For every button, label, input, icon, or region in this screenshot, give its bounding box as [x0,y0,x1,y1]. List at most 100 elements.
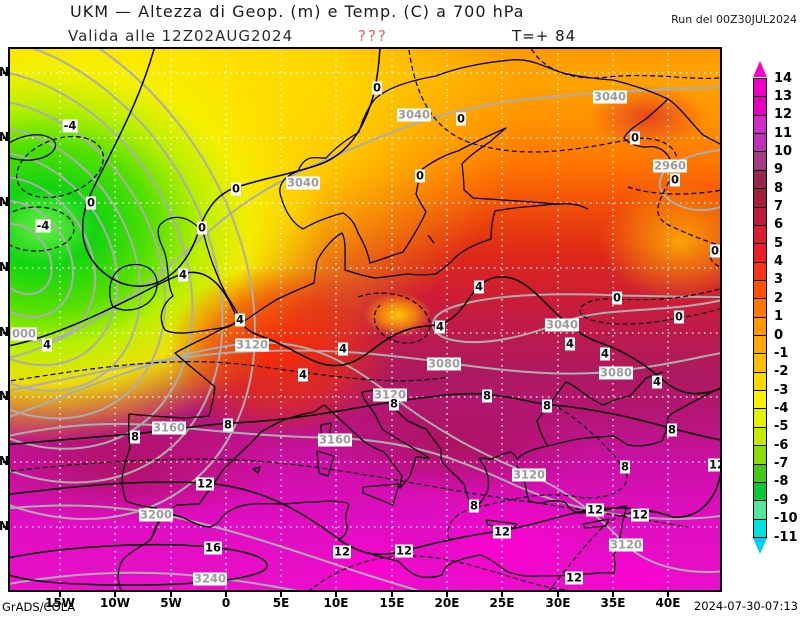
height-contour-label: 000 [10,326,38,341]
lat-tick-mark [3,396,8,398]
lon-tick-label: 5W [160,596,182,610]
colorbar-tick-label: 8 [774,180,784,196]
colorbar-box [753,206,767,226]
lon-tick-mark [667,592,669,597]
lon-tick-label: 0 [221,596,231,610]
temp-contour-label: 12 [394,543,414,558]
temp-contour-label: 0 [629,130,641,145]
height-contour-label: 3240 [192,571,228,586]
colorbar-box [753,408,767,428]
lon-tick-mark [446,592,448,597]
temp-contour-label: 0 [455,111,467,126]
temp-contour-label: 8 [481,388,493,403]
lon-tick-label: 15W [45,596,75,610]
lat-tick-mark [3,137,8,139]
lon-tick-label: 5E [272,596,290,610]
colorbar-box [753,96,767,116]
height-contour-label: 3040 [285,175,321,190]
lon-tick-label: 15E [379,596,405,610]
temp-contour-label: 0 [196,220,208,235]
temp-contour-label: 8 [388,396,400,411]
lat-tick-label: N [0,519,10,533]
height-contour-label: 3120 [511,467,547,482]
colorbar-box [753,463,767,483]
lat-tick-mark [3,461,8,463]
lon-tick-mark [501,592,503,597]
lon-tick-label: 10W [100,596,130,610]
colorbar-box [753,500,767,520]
height-contour-label: 2960 [652,158,688,173]
height-contour-label: 3080 [426,356,462,371]
temp-contour-label: 4 [177,267,189,282]
colorbar-box [753,445,767,465]
height-contour-label: 3120 [234,337,270,352]
colorbar-box [753,151,767,171]
lon-tick-label: 40E [655,596,681,610]
valid-time-label: Valida alle 12Z02AUG2024 [68,27,294,45]
lat-tick-label: N [0,130,10,144]
temp-contour-label: -4 [62,118,78,133]
colorbar-tick-label: 2 [774,290,784,306]
colorbar-tick-label: 1 [774,309,784,325]
temp-contour-label: 12 [195,476,215,491]
temp-contour-label: 8 [129,429,141,444]
lat-tick-label: N [0,195,10,209]
lat-tick-mark [3,526,8,528]
colorbar-box [753,279,767,300]
lon-tick-mark [335,592,337,597]
temp-contour-label: 4 [297,367,309,382]
temp-contour-label: 16 [203,540,223,555]
temp-contour-label: 12 [585,502,605,517]
colorbar-tick-label: 10 [774,143,793,159]
colorbar-tick-label: -2 [774,364,789,380]
colorbar-box [753,114,767,135]
lon-tick-label: 20E [434,596,460,610]
height-contour-label: 3120 [608,537,644,552]
colorbar-box [753,390,767,410]
lon-tick-mark [612,592,614,597]
temp-contour-label: 4 [434,319,446,334]
lon-tick-label: 35E [600,596,626,610]
lon-tick-mark [170,592,172,597]
colorbar-box [753,169,767,190]
temp-contour-label: 0 [230,181,242,196]
temp-contour-label: 4 [599,346,611,361]
colorbar-box [753,481,767,502]
colorbar-tick-label: 14 [774,70,793,86]
lat-tick-label: N [0,389,10,403]
colorbar-tick-label: -3 [774,382,789,398]
lat-tick-mark [3,202,8,204]
lon-tick-mark [225,592,227,597]
colorbar-box [753,426,767,447]
lon-tick-label: 10E [323,596,349,610]
forecast-step-label: T=+ 84 [512,27,577,45]
colorbar-tick-label: 12 [774,107,793,123]
temp-contour-label: 12 [630,507,650,522]
height-contour-label: 3160 [317,432,353,447]
warning-label: ??? [358,27,388,45]
colorbar-tick-label: 13 [774,88,793,104]
height-contour-label: 3040 [592,89,628,104]
temp-contour-label: 0 [673,309,685,324]
temp-contour-label: 4 [337,341,349,356]
colorbar-tick-label: 6 [774,217,784,233]
temp-contour-label: 8 [222,417,234,432]
temp-contour-label: 0 [611,290,623,305]
colorbar-box [753,298,767,318]
model-run-label: Run del 00Z30JUL2024 [671,13,797,26]
lon-tick-label: 25E [489,596,515,610]
temp-contour-label: 0 [371,80,383,95]
temp-contour-label: 0 [669,172,681,187]
colorbar-box [753,133,767,153]
lat-tick-label: N [0,325,10,339]
colorbar-tick-label: -8 [774,474,789,490]
lat-tick-mark [3,72,8,74]
map-graphics [10,49,720,590]
colorbar-tick-label: 9 [774,162,784,178]
colorbar-box [753,353,767,373]
height-contour-label: 3080 [598,365,634,380]
height-contour-label: 3200 [138,507,174,522]
temp-contour-label: 0 [85,195,97,210]
temp-contour-label: -4 [35,218,51,233]
